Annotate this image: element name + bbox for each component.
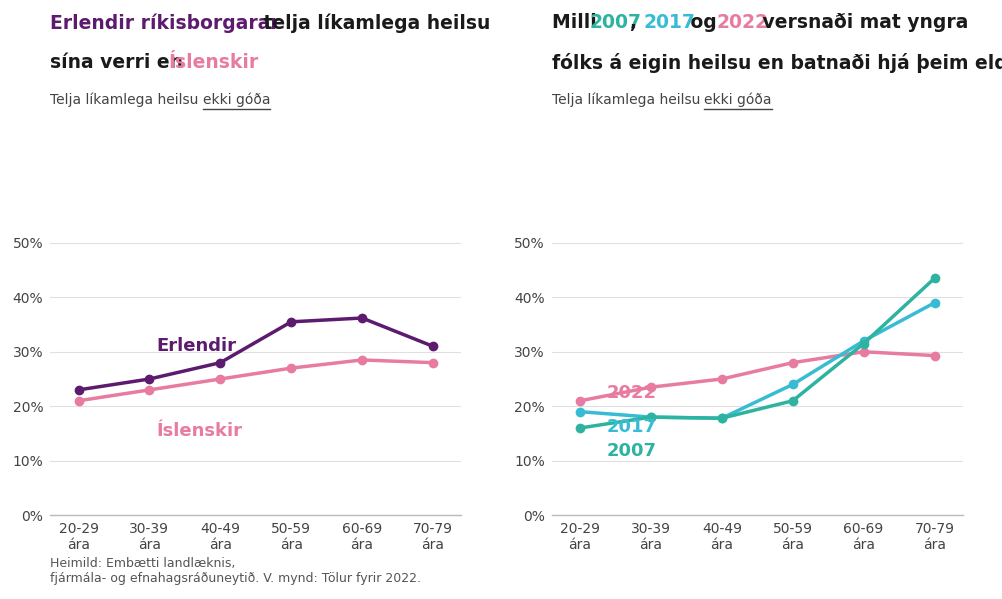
Text: og: og xyxy=(683,13,722,32)
Text: Íslenskir: Íslenskir xyxy=(168,53,259,72)
Text: Erlendir: Erlendir xyxy=(156,337,236,355)
Text: 2022: 2022 xyxy=(715,13,768,32)
Text: ,: , xyxy=(629,13,642,32)
Text: 2022: 2022 xyxy=(606,383,656,401)
Text: ekki góða: ekki góða xyxy=(202,93,271,107)
Text: Erlendir ríkisborgarar: Erlendir ríkisborgarar xyxy=(50,13,280,33)
Text: telja líkamlega heilsu: telja líkamlega heilsu xyxy=(257,13,490,33)
Text: Telja líkamlega heilsu: Telja líkamlega heilsu xyxy=(50,93,202,107)
Text: 2007: 2007 xyxy=(606,442,656,460)
Text: sína verri en: sína verri en xyxy=(50,53,189,72)
Text: 2007: 2007 xyxy=(589,13,641,32)
Text: 2017: 2017 xyxy=(643,13,695,32)
Text: Heimild: Embætti landlæknis,
fjármála- og efnahagsráðuneytið. V. mynd: Tölur fyr: Heimild: Embætti landlæknis, fjármála- o… xyxy=(50,557,421,585)
Text: Milli: Milli xyxy=(551,13,602,32)
Text: versnaði mat yngra: versnaði mat yngra xyxy=(756,13,968,32)
Text: Telja líkamlega heilsu: Telja líkamlega heilsu xyxy=(551,93,703,107)
Text: Íslenskir: Íslenskir xyxy=(156,422,242,440)
Text: fólks á eigin heilsu en batnaði hjá þeim eldri: fólks á eigin heilsu en batnaði hjá þeim… xyxy=(551,53,1002,72)
Text: ekki góða: ekki góða xyxy=(703,93,772,107)
Text: 2017: 2017 xyxy=(606,418,656,436)
